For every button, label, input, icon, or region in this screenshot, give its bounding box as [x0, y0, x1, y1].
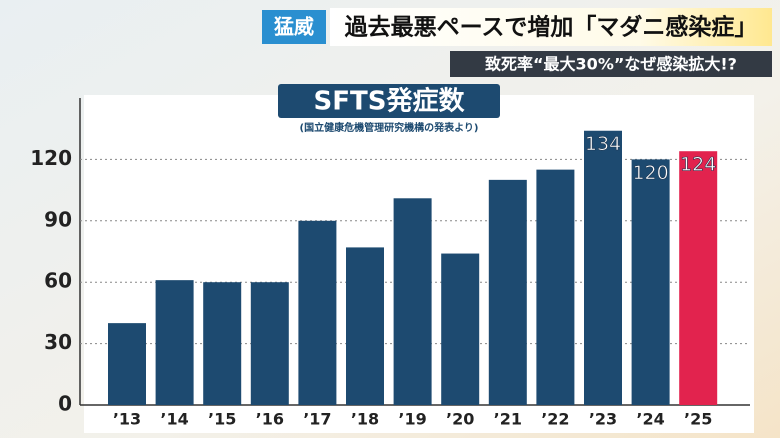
x-tick-label: ’18 — [351, 410, 379, 429]
bar — [536, 169, 575, 405]
x-tick-label: ’13 — [113, 410, 141, 429]
bar — [155, 280, 194, 405]
bar — [250, 282, 289, 405]
bar — [108, 323, 146, 405]
y-tick-label: 120 — [30, 146, 72, 170]
x-tick-label: ’24 — [636, 410, 664, 429]
value-label: 120 — [632, 162, 668, 184]
headline-tag-box — [262, 10, 326, 44]
value-label: 124 — [680, 154, 716, 176]
x-tick-label: ’14 — [160, 410, 188, 429]
chart-title: SFTS発症数 — [314, 86, 466, 117]
headline-box — [330, 8, 772, 46]
subtitle-box — [450, 51, 772, 77]
x-tick-label: ’23 — [589, 410, 617, 429]
x-tick-label: ’19 — [398, 410, 426, 429]
x-tick-label: ’15 — [208, 410, 236, 429]
bar — [441, 253, 480, 405]
chart-source: (国立健康危機管理研究機構の発表より) — [300, 121, 479, 134]
headline-tag: 猛威 — [273, 15, 314, 39]
bar — [393, 198, 432, 405]
value-label: 134 — [585, 133, 621, 155]
x-tick-label: ’21 — [494, 410, 522, 429]
bar — [488, 179, 527, 405]
bar — [346, 247, 384, 405]
x-tick-label: ’16 — [256, 410, 284, 429]
y-tick-label: 90 — [44, 207, 72, 231]
x-tick-label: ’20 — [446, 410, 474, 429]
chart-title-box — [278, 84, 500, 118]
bar — [631, 159, 670, 405]
x-tick-label: ’17 — [303, 410, 331, 429]
bar — [298, 220, 337, 405]
y-tick-label: 0 — [58, 392, 72, 416]
bar — [679, 151, 718, 405]
y-tick-label: 60 — [44, 269, 72, 293]
bar — [203, 282, 242, 405]
bar — [584, 130, 622, 405]
subtitle: 致死率“最大30%”なぜ感染拡大!? — [485, 55, 737, 74]
headline: 過去最悪ペースで増加「マダニ感染症」 — [345, 14, 758, 41]
x-tick-label: ’25 — [684, 410, 712, 429]
x-tick-label: ’22 — [541, 410, 569, 429]
y-tick-label: 30 — [44, 330, 72, 354]
